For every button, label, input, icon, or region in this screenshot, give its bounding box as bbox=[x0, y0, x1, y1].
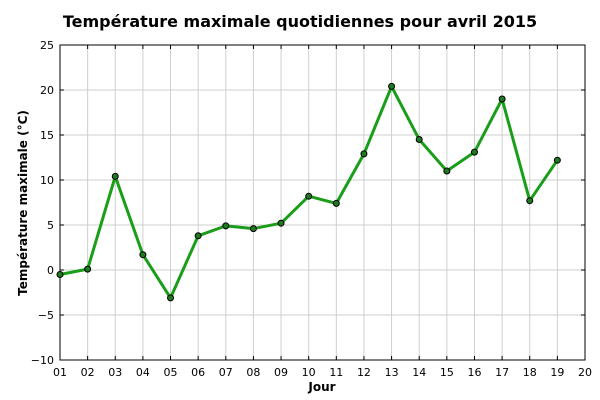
x-tick-label: 19 bbox=[550, 366, 564, 379]
data-point bbox=[526, 197, 534, 205]
y-tick-label: 10 bbox=[40, 174, 54, 187]
x-tick-label: 20 bbox=[578, 366, 592, 379]
data-point bbox=[222, 222, 230, 230]
x-tick-label: 05 bbox=[164, 366, 178, 379]
data-point bbox=[553, 156, 561, 164]
x-tick-label: 13 bbox=[385, 366, 399, 379]
y-axis-label: Température maximale (°C) bbox=[16, 110, 30, 296]
data-point bbox=[167, 294, 175, 302]
x-tick-label: 14 bbox=[412, 366, 426, 379]
data-point bbox=[332, 199, 340, 207]
x-tick-label: 03 bbox=[108, 366, 122, 379]
y-tick-label: 25 bbox=[40, 39, 54, 52]
data-point bbox=[388, 82, 396, 90]
data-point bbox=[443, 167, 451, 175]
axis-ticks bbox=[59, 44, 586, 361]
x-tick-label: 04 bbox=[136, 366, 150, 379]
x-tick-label: 11 bbox=[329, 366, 343, 379]
x-tick-label: 01 bbox=[53, 366, 67, 379]
data-point bbox=[111, 172, 119, 180]
y-tick-label: −5 bbox=[38, 309, 54, 322]
data-point bbox=[56, 271, 64, 278]
x-tick-labels: 01 02 03 04 05 06 07 08 09 10 11 12 13 14 15 16 17 18 19 20 bbox=[53, 366, 592, 379]
x-tick-label: 16 bbox=[467, 366, 481, 379]
x-tick-label: 18 bbox=[523, 366, 537, 379]
data-point bbox=[84, 265, 92, 273]
grid-lines bbox=[60, 45, 585, 360]
plot-frame bbox=[59, 44, 586, 361]
data-point bbox=[305, 192, 313, 200]
series-group bbox=[56, 82, 561, 302]
x-tick-label: 07 bbox=[219, 366, 233, 379]
data-point bbox=[194, 232, 202, 240]
data-point bbox=[415, 136, 423, 143]
chart-title: Température maximale quotidiennes pour a… bbox=[63, 12, 537, 31]
x-axis-label: Jour bbox=[307, 380, 335, 394]
data-point bbox=[360, 150, 368, 158]
y-tick-label: 0 bbox=[47, 264, 54, 277]
data-point bbox=[277, 219, 285, 227]
data-point bbox=[498, 95, 506, 103]
x-tick-label: 12 bbox=[357, 366, 371, 379]
y-tick-labels: −10 −5 0 5 10 15 20 25 bbox=[31, 39, 54, 367]
x-tick-label: 06 bbox=[191, 366, 205, 379]
x-tick-label: 02 bbox=[81, 366, 95, 379]
y-tick-label: 5 bbox=[47, 219, 54, 232]
x-tick-label: 08 bbox=[246, 366, 260, 379]
data-point bbox=[139, 251, 147, 259]
data-point bbox=[249, 225, 257, 233]
x-tick-label: 09 bbox=[274, 366, 288, 379]
y-tick-label: 20 bbox=[40, 84, 54, 97]
x-tick-label: 10 bbox=[302, 366, 316, 379]
x-tick-label: 15 bbox=[440, 366, 454, 379]
x-tick-label: 17 bbox=[495, 366, 509, 379]
y-tick-label: 15 bbox=[40, 129, 54, 142]
data-point bbox=[470, 148, 478, 156]
y-tick-label: −10 bbox=[31, 354, 54, 367]
